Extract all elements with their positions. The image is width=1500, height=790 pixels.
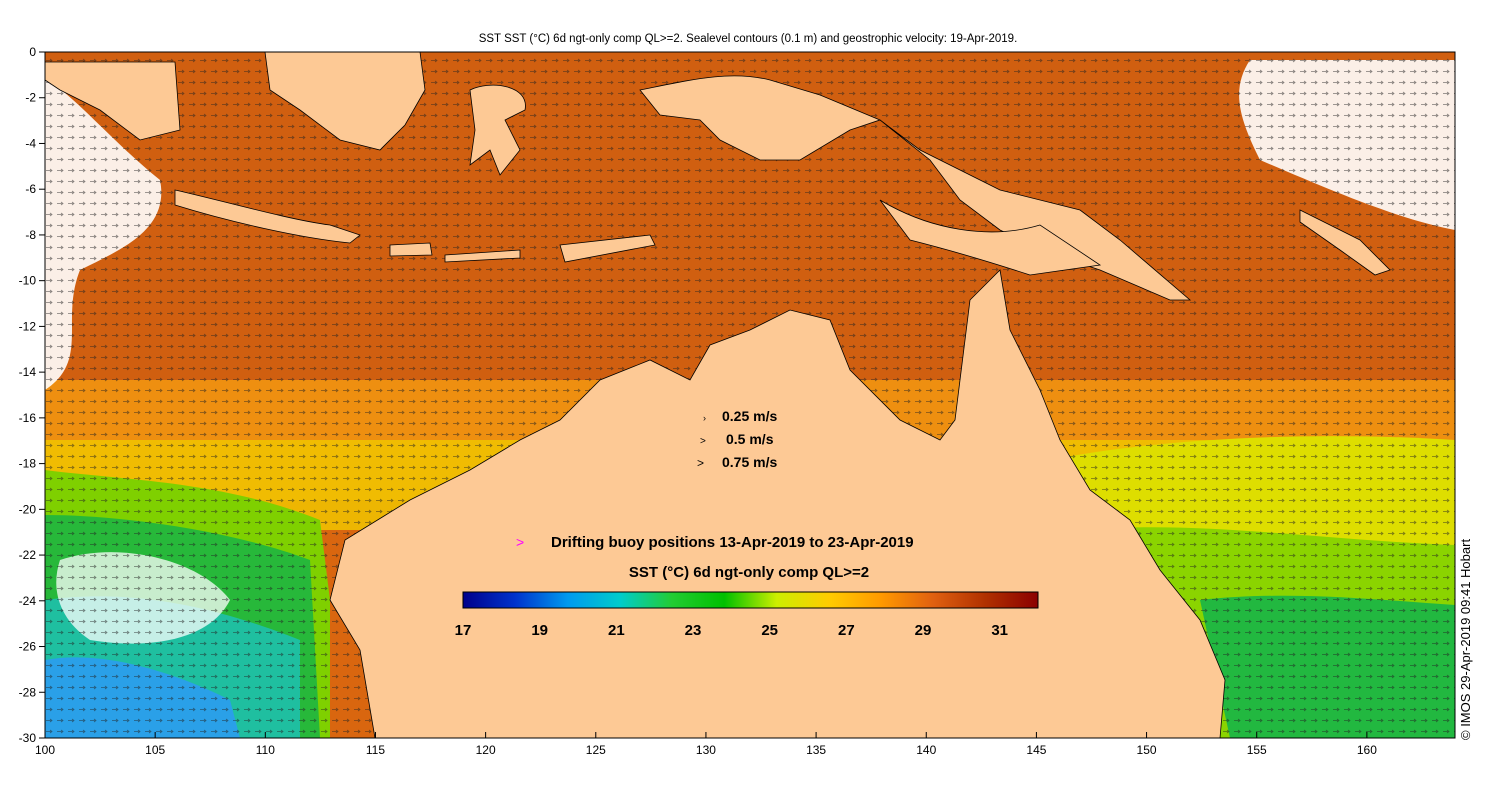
- lat-tick-label: -6: [25, 182, 36, 196]
- lat-tick-label: -24: [19, 594, 37, 608]
- latitude-axis: 0 -2 -4 -6 -8 -10 -12 -14 -16 -18 -20 -22 -24 -26 -28 -…: [19, 45, 45, 745]
- land-java: [174, 189, 361, 244]
- credit-text: © IMOS 29-Apr-2019 09:41 Hobart: [1458, 539, 1473, 740]
- lat-tick-label: -8: [25, 228, 36, 242]
- velocity-legend-label: 0.25 m/s: [722, 408, 777, 424]
- colorbar-ticks: 17 19 21 23 25 27 29 31: [455, 622, 1008, 639]
- lat-tick-label: -22: [19, 548, 37, 562]
- land-borneo: [264, 51, 426, 151]
- lon-tick-label: 135: [806, 743, 826, 757]
- lat-tick-label: -4: [25, 136, 36, 150]
- velocity-arrow-icon: >: [700, 436, 706, 447]
- lat-tick-label: -12: [19, 319, 37, 333]
- land-sumatra: [44, 61, 181, 141]
- velocity-arrow-icon: ›: [703, 413, 706, 423]
- lon-tick-label: 115: [366, 743, 385, 757]
- colorbar-tick-label: 17: [455, 622, 472, 639]
- lon-tick-label: 155: [1247, 743, 1267, 757]
- lon-tick-label: 125: [586, 743, 606, 757]
- lat-tick-label: -26: [19, 640, 37, 654]
- colorbar-tick-label: 31: [991, 622, 1008, 639]
- lat-tick-label: -28: [19, 685, 37, 699]
- lat-tick-label: -2: [25, 91, 36, 105]
- longitude-axis: 100 105 110 115 120 125 130 135 140 145 150 155 160: [35, 732, 1377, 757]
- map-frame: [44, 51, 1456, 739]
- lon-tick-label: 100: [35, 743, 55, 757]
- lat-tick-label: -14: [19, 365, 37, 379]
- velocity-legend-item-2: > 0.5 m/s: [700, 431, 774, 447]
- lon-tick-label: 120: [476, 743, 496, 757]
- lon-tick-label: 110: [256, 743, 275, 757]
- velocity-legend: › 0.25 m/s > 0.5 m/s > 0.75 m/s: [697, 408, 777, 470]
- lat-tick-label: -10: [19, 274, 37, 288]
- lat-tick-label: -30: [19, 731, 37, 745]
- colorbar-tick-label: 23: [685, 622, 702, 639]
- land-new-guinea-south: [879, 199, 1102, 276]
- land-sunda-islands: [389, 234, 656, 263]
- lon-tick-label: 160: [1357, 743, 1377, 757]
- lon-tick-label: 145: [1026, 743, 1046, 757]
- velocity-legend-label: 0.75 m/s: [722, 454, 777, 470]
- colorbar-gradient: [462, 591, 1039, 609]
- land-solomon-islands: [1299, 209, 1391, 276]
- buoy-legend-label: Drifting buoy positions 13-Apr-2019 to 2…: [551, 534, 914, 551]
- velocity-arrow-icon: >: [697, 456, 704, 470]
- velocity-legend-item-3: > 0.75 m/s: [697, 454, 777, 470]
- lon-tick-label: 130: [696, 743, 716, 757]
- colorbar-tick-label: 27: [838, 622, 855, 639]
- lon-tick-label: 105: [145, 743, 165, 757]
- land-australia: [329, 269, 1226, 739]
- colorbar-tick-label: 25: [761, 622, 778, 639]
- figure-title: SST SST (°C) 6d ngt-only comp QL>=2. Sea…: [479, 33, 1018, 45]
- land: [44, 51, 1391, 739]
- map-area: [44, 51, 1456, 739]
- colorbar-tick-label: 29: [915, 622, 932, 639]
- lat-tick-label: -16: [19, 411, 37, 425]
- buoy-legend: > Drifting buoy positions 13-Apr-2019 to…: [516, 534, 914, 551]
- land-sulawesi: [469, 84, 526, 176]
- lat-tick-label: -18: [19, 457, 37, 471]
- lon-tick-label: 150: [1137, 743, 1157, 757]
- colorbar-tick-label: 21: [608, 622, 625, 639]
- velocity-legend-label: 0.5 m/s: [726, 431, 774, 447]
- colorbar-tick-label: 19: [531, 622, 548, 639]
- velocity-legend-item-1: › 0.25 m/s: [703, 408, 777, 424]
- buoy-marker-icon: >: [516, 534, 524, 550]
- colorbar: SST (°C) 6d ngt-only comp QL>=2 17 19 21 23…: [455, 564, 1039, 639]
- colorbar-title: SST (°C) 6d ngt-only comp QL>=2: [629, 564, 869, 581]
- lon-tick-label: 140: [916, 743, 936, 757]
- lat-tick-label: -20: [19, 502, 37, 516]
- lat-tick-label: 0: [29, 45, 36, 59]
